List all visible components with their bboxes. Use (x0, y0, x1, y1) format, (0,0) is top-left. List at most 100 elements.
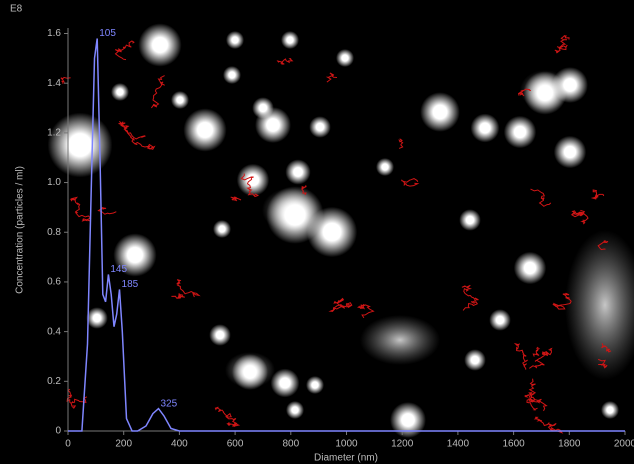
particle (286, 401, 304, 419)
y-tick-label: 1.2 (47, 128, 61, 139)
particle-track (118, 121, 146, 140)
particle (306, 206, 358, 258)
particle (252, 97, 274, 119)
particle-track (590, 189, 605, 200)
x-tick-label: 0 (65, 439, 71, 450)
particle (552, 67, 588, 103)
particle-track (325, 72, 338, 83)
particle-track (601, 343, 612, 353)
particle-track (532, 346, 541, 357)
particle-track (114, 40, 135, 61)
particle (232, 354, 268, 390)
peak-label: 105 (99, 28, 116, 39)
particle (113, 233, 157, 277)
y-tick-label: 0 (55, 426, 61, 437)
peak-label: 325 (161, 398, 178, 409)
particle (213, 220, 231, 238)
particle-track (240, 173, 260, 198)
particle (376, 158, 394, 176)
x-tick-label: 2000 (614, 439, 634, 450)
particle (390, 402, 426, 438)
particle (223, 66, 241, 84)
particle-track (529, 347, 553, 369)
particle (183, 108, 227, 152)
particle (270, 368, 300, 398)
peak-label: 145 (110, 264, 127, 275)
particle-track (176, 279, 201, 298)
particle (171, 91, 189, 109)
particle (553, 135, 587, 169)
x-tick-label: 400 (171, 439, 188, 450)
particle (111, 83, 129, 101)
particle-track (527, 377, 537, 403)
particle-track (398, 138, 404, 149)
particle (138, 23, 182, 67)
x-tick-label: 1400 (447, 439, 470, 450)
particle-track (554, 34, 570, 54)
peak-label: 185 (122, 279, 139, 290)
particle-track (69, 196, 92, 222)
particle-track (570, 209, 589, 225)
particle-track (230, 196, 242, 202)
particle-track (276, 58, 294, 65)
particle (236, 163, 270, 197)
particle-track (60, 76, 71, 84)
y-tick-label: 0.8 (47, 227, 61, 238)
particle-track (70, 396, 88, 404)
particle (309, 116, 331, 138)
particle (281, 31, 299, 49)
particle (489, 309, 511, 331)
particle-track (328, 297, 353, 312)
particle (306, 376, 324, 394)
particle-track (530, 188, 552, 207)
y-tick-label: 1.4 (47, 78, 61, 89)
particle (470, 113, 500, 143)
x-tick-label: 1200 (391, 439, 414, 450)
particle-track (401, 178, 420, 187)
x-tick-label: 1800 (558, 439, 581, 450)
particle (601, 401, 619, 419)
x-tick-label: 600 (227, 439, 244, 450)
particle-track (524, 392, 548, 412)
particle-track (518, 88, 531, 97)
x-tick-label: 800 (282, 439, 299, 450)
particle (420, 92, 460, 132)
particle-track (552, 292, 572, 310)
y-tick-label: 0.4 (47, 326, 61, 337)
y-tick-label: 0.2 (47, 376, 61, 387)
distribution-line (68, 38, 625, 432)
x-axis-label: Diameter (nm) (314, 453, 378, 464)
particle-track (598, 358, 608, 369)
particle-track (461, 284, 479, 311)
y-tick-label: 0.6 (47, 277, 61, 288)
particle (47, 112, 113, 178)
x-tick-label: 1600 (502, 439, 525, 450)
particle-track (533, 416, 564, 434)
particle-track (150, 75, 165, 109)
particle-track (171, 293, 185, 299)
particle (464, 349, 486, 371)
particle-track (97, 206, 117, 215)
y-tick-label: 1.0 (47, 177, 61, 188)
particle (86, 307, 108, 329)
x-tick-label: 200 (115, 439, 132, 450)
particle-track (526, 398, 541, 411)
particle-track (597, 240, 609, 251)
particle (513, 251, 547, 285)
particle (336, 49, 354, 67)
y-axis-label: Concentration (particles / ml) (15, 166, 26, 294)
y-tick-label: 1.6 (47, 28, 61, 39)
x-tick-label: 1000 (335, 439, 358, 450)
particle-track (301, 185, 307, 196)
particle (503, 115, 537, 149)
particle (285, 159, 311, 185)
particle-track (357, 303, 375, 319)
particle (226, 31, 244, 49)
particle-track (214, 406, 241, 428)
particle-track (513, 342, 528, 370)
particle (209, 324, 231, 346)
particle (459, 209, 481, 231)
video-frame (47, 23, 634, 438)
